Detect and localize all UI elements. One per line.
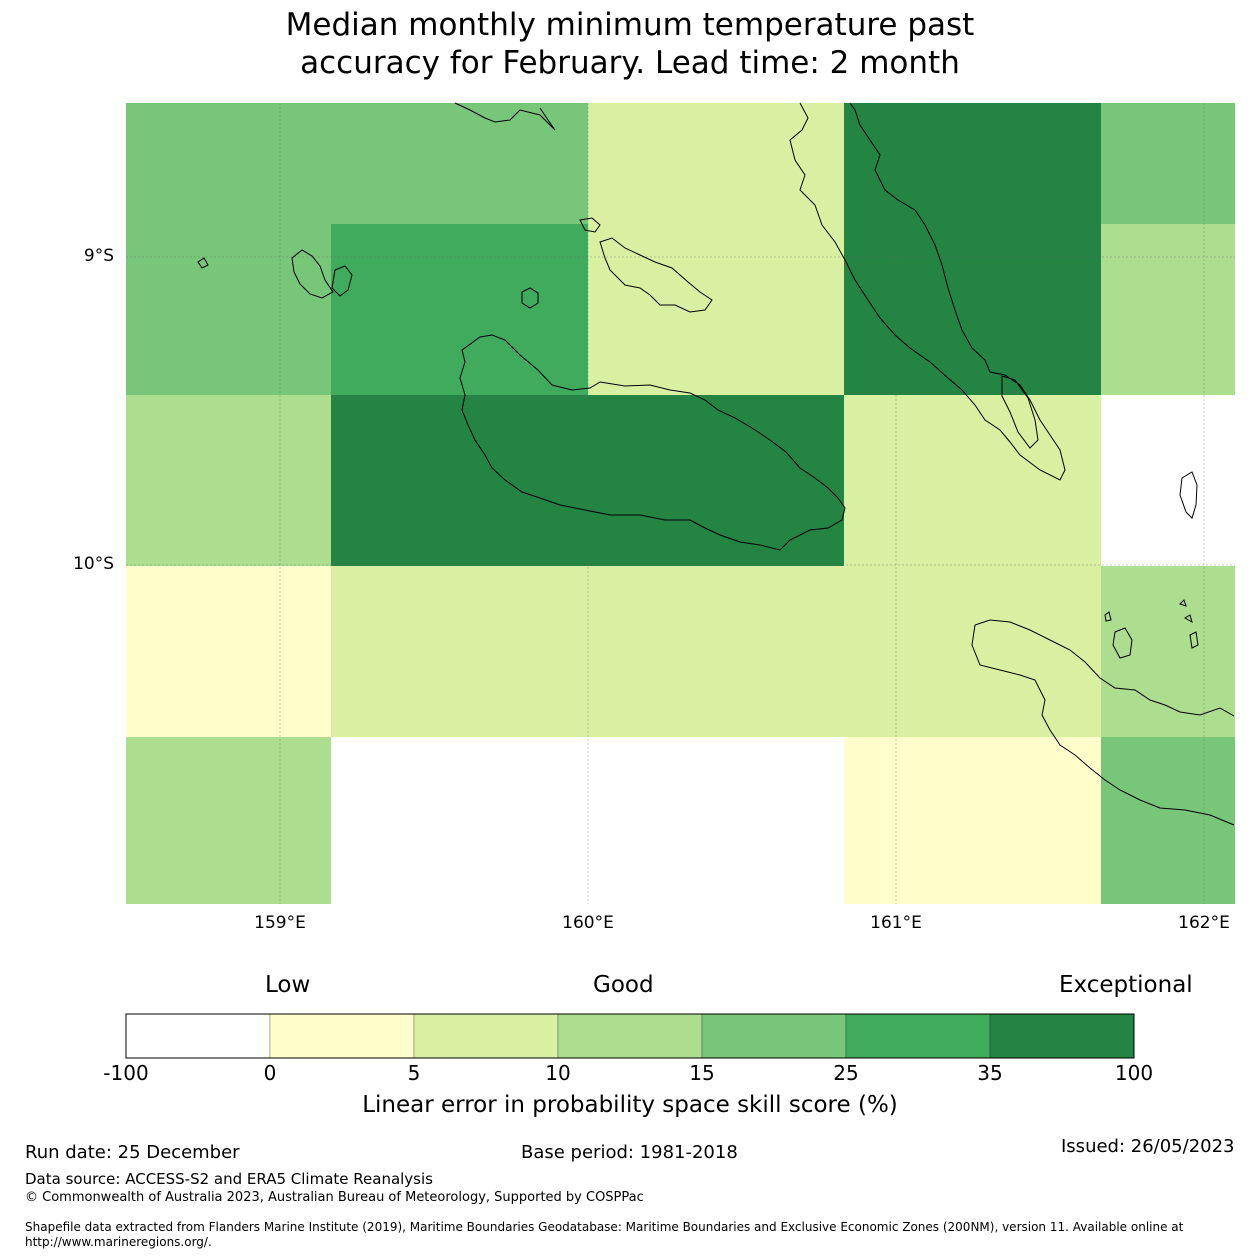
grid-cell [1101, 224, 1235, 395]
grid-cell [126, 395, 331, 566]
grid-cell [1101, 737, 1235, 904]
colorbar-tick-label: 25 [833, 1061, 859, 1085]
colorbar-tick-label: 15 [689, 1061, 715, 1085]
colorbar-category-good: Good [593, 972, 654, 998]
grid-cell [844, 737, 1101, 904]
island-malaita [789, 102, 1066, 481]
title-line-1: Median monthly minimum temperature past [285, 7, 975, 43]
grid-cell [331, 737, 588, 904]
island-small-c [1189, 631, 1199, 649]
grid-cell [126, 103, 331, 395]
chart-title: Median monthly minimum temperature past … [0, 6, 1260, 82]
grid-cell [1101, 566, 1235, 737]
grid-cell [844, 566, 1101, 737]
island-small-b [1184, 614, 1193, 624]
colorbar-tick-label: 10 [545, 1061, 571, 1085]
graticule [126, 103, 1235, 904]
shapefile-credit-1: Shapefile data extracted from Flanders M… [25, 1220, 1184, 1234]
y-tick-9s: 9°S [83, 246, 114, 266]
island-ngella-small [579, 217, 601, 233]
island-russell [291, 249, 334, 299]
island-savo [521, 287, 539, 309]
colorbar-category-low: Low [265, 972, 311, 998]
coastlines [197, 102, 1235, 826]
shapefile-credit-2: http://www.marineregions.org/. [25, 1235, 212, 1249]
colorbar-tick-label: 100 [1114, 1061, 1154, 1085]
island-north-small [454, 102, 556, 131]
title-line-2: accuracy for February. Lead time: 2 mont… [300, 45, 960, 81]
island-east-small [1179, 471, 1198, 519]
colorbar-label: Linear error in probability space skill … [362, 1092, 898, 1118]
colorbar-tick-label: -100 [103, 1061, 149, 1085]
grid-cell [588, 737, 844, 904]
island-florida [599, 237, 713, 313]
x-tick-161e: 161°E [870, 913, 922, 933]
x-tick-159e: 159°E [254, 913, 306, 933]
island-small-a [1179, 599, 1187, 607]
grid-cell [844, 103, 1101, 395]
island-makira [974, 619, 1235, 717]
island-makira-south [971, 624, 1235, 826]
island-guadalcanal [459, 334, 846, 551]
grid-cell [126, 566, 331, 737]
copyright: © Commonwealth of Australia 2023, Austra… [25, 1190, 644, 1205]
grid-cell [588, 395, 844, 566]
grid-cell [126, 737, 331, 904]
colorbar-category-exceptional: Exceptional [1059, 972, 1193, 998]
grid-cell [331, 224, 588, 395]
grid-cell [331, 395, 588, 566]
grid-cell [588, 566, 844, 737]
y-tick-10s: 10°S [73, 554, 114, 574]
x-tick-162e: 162°E [1178, 913, 1230, 933]
island-west-small [197, 257, 209, 269]
colorbar-tick-label: 0 [263, 1061, 277, 1085]
data-source: Data source: ACCESS-S2 and ERA5 Climate … [25, 1170, 433, 1188]
grid-cell [1101, 103, 1235, 224]
island-small-d [1104, 611, 1112, 622]
grid-cell [844, 395, 1101, 566]
island-ulawa [1112, 627, 1133, 659]
skill-grid [126, 103, 1235, 904]
x-tick-160e: 160°E [562, 913, 614, 933]
grid-cell [331, 103, 588, 224]
grid-cell [1101, 395, 1235, 566]
island-malaita-south [1001, 375, 1039, 449]
island-russell-2 [331, 265, 353, 297]
issued-date: Issued: 26/05/2023 [1061, 1136, 1235, 1157]
grid-cell [588, 103, 844, 395]
colorbar-tick-label: 35 [977, 1061, 1003, 1085]
colorbar-tick-label: 5 [407, 1061, 421, 1085]
run-date: Run date: 25 December [25, 1142, 240, 1163]
grid-cell [331, 566, 588, 737]
base-period: Base period: 1981-2018 [521, 1142, 738, 1163]
